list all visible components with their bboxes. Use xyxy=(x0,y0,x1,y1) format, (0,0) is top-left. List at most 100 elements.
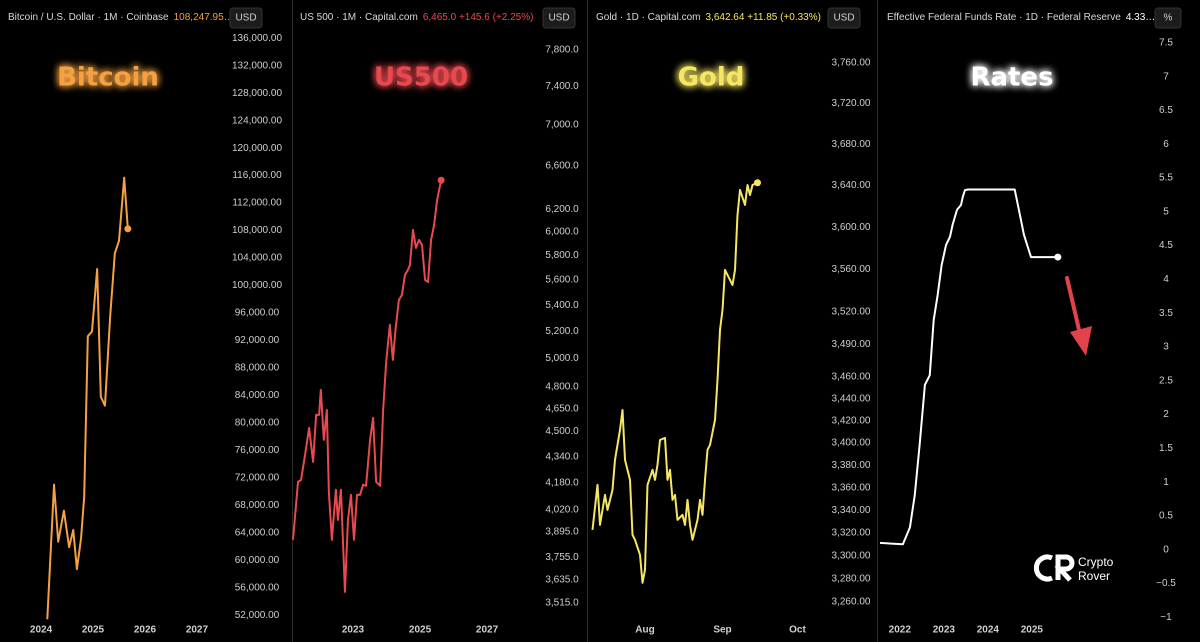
y-tick-label: 3,895.0 xyxy=(545,526,579,537)
x-tick-label: 2024 xyxy=(977,625,1000,636)
y-tick-label: 3,755.0 xyxy=(545,552,579,563)
x-tick-label: 2025 xyxy=(1021,625,1044,636)
panel-title: Bitcoin xyxy=(57,63,159,93)
y-tick-label: 4 xyxy=(1163,274,1169,285)
y-tick-label: 68,000.00 xyxy=(235,500,280,511)
y-tick-label: 5 xyxy=(1163,206,1169,217)
unit-label: USD xyxy=(235,13,256,24)
unit-button[interactable] xyxy=(827,7,861,29)
y-tick-label: 5,000.0 xyxy=(545,353,579,364)
source-label: Effective Federal Funds Rate · 1D · Fede… xyxy=(887,12,1121,23)
last-point xyxy=(754,179,761,187)
y-tick-label: 132,000.00 xyxy=(232,60,282,71)
y-tick-label: 88,000.00 xyxy=(235,363,280,374)
y-tick-label: 3,720.00 xyxy=(832,98,871,109)
y-tick-label: 0.5 xyxy=(1159,511,1173,522)
y-tick-label: 4,800.0 xyxy=(545,381,579,392)
y-tick-label: 64,000.00 xyxy=(235,527,280,538)
y-tick-label: 3.5 xyxy=(1159,308,1173,319)
y-tick-label: 108,000.00 xyxy=(232,225,282,236)
y-tick-label: 3,420.00 xyxy=(832,416,871,427)
y-tick-label: 3,760.00 xyxy=(832,58,871,69)
y-tick-label: 76,000.00 xyxy=(235,445,280,456)
unit-button[interactable] xyxy=(229,7,263,29)
x-tick-label: 2022 xyxy=(889,625,912,636)
y-tick-label: 100,000.00 xyxy=(232,280,282,291)
y-tick-label: 3,440.00 xyxy=(832,393,871,404)
y-tick-label: 72,000.00 xyxy=(235,472,280,483)
x-tick-label: 2024 xyxy=(30,625,53,636)
x-tick-label: Aug xyxy=(635,625,654,636)
y-tick-label: 3,490.00 xyxy=(832,339,871,350)
y-tick-label: 3 xyxy=(1163,342,1169,353)
data-line xyxy=(879,188,1058,546)
x-tick-label: 2023 xyxy=(342,625,365,636)
y-tick-label: 3,340.00 xyxy=(832,505,871,516)
y-tick-label: 128,000.00 xyxy=(232,88,282,99)
y-tick-label: 6 xyxy=(1163,139,1169,150)
y-tick-label: 1.5 xyxy=(1159,443,1173,454)
y-tick-label: 3,600.00 xyxy=(832,222,871,233)
x-tick-label: 2023 xyxy=(933,625,956,636)
unit-label: % xyxy=(1164,13,1173,24)
y-tick-label: 2 xyxy=(1163,409,1169,420)
unit-label: USD xyxy=(833,13,854,24)
panel-header: US 500 · 1M · Capital.com 6,465.0 +145.6 … xyxy=(300,12,533,23)
y-tick-label: 96,000.00 xyxy=(235,308,280,319)
y-tick-label: 136,000.00 xyxy=(232,33,282,44)
y-tick-label: 60,000.00 xyxy=(235,555,280,566)
y-tick-label: 120,000.00 xyxy=(232,143,282,154)
y-tick-label: 7,400.0 xyxy=(545,81,579,92)
y-tick-label: 6,000.0 xyxy=(545,227,579,238)
y-tick-label: −1 xyxy=(1160,612,1172,623)
y-tick-label: 7.5 xyxy=(1159,37,1173,48)
x-tick-label: 2027 xyxy=(476,625,499,636)
y-tick-label: 1 xyxy=(1163,477,1169,488)
y-tick-label: 5,600.0 xyxy=(545,275,579,286)
y-tick-label: 3,300.00 xyxy=(832,550,871,561)
last-point xyxy=(437,176,445,184)
y-tick-label: 4,500.0 xyxy=(545,426,579,437)
x-tick-label: 2025 xyxy=(409,625,432,636)
y-tick-label: 3,280.00 xyxy=(832,573,871,584)
y-tick-label: 3,380.00 xyxy=(832,460,871,471)
panel-title: US500 xyxy=(374,63,468,93)
data-line xyxy=(292,180,443,593)
y-tick-label: 52,000.00 xyxy=(235,610,280,621)
y-tick-label: 5,400.0 xyxy=(545,300,579,311)
last-point xyxy=(124,225,132,233)
price-label: 3,642.64 +11.85 (+0.33%) xyxy=(705,12,820,23)
y-tick-label: 4,340.0 xyxy=(545,451,579,462)
y-tick-label: 3,515.0 xyxy=(545,598,579,609)
panel-header: Gold · 1D · Capital.com 3,642.64 +11.85 (… xyxy=(596,12,821,23)
y-tick-label: 3,360.00 xyxy=(832,482,871,493)
x-tick-label: 2026 xyxy=(134,625,157,636)
y-tick-label: 104,000.00 xyxy=(232,253,282,264)
y-tick-label: 7 xyxy=(1163,71,1169,82)
x-tick-label: Sep xyxy=(713,625,731,636)
y-tick-label: 7,000.0 xyxy=(545,120,579,131)
panel-header: Effective Federal Funds Rate · 1D · Fede… xyxy=(887,12,1155,23)
y-tick-label: 3,260.00 xyxy=(832,596,871,607)
y-tick-label: 116,000.00 xyxy=(232,170,282,181)
unit-button[interactable] xyxy=(1154,7,1182,29)
x-tick-label: 2027 xyxy=(186,625,209,636)
y-tick-label: 4,020.0 xyxy=(545,504,579,515)
y-tick-label: 6,200.0 xyxy=(545,204,579,215)
y-tick-label: 92,000.00 xyxy=(235,335,280,346)
y-tick-label: 4,650.0 xyxy=(545,403,579,414)
price-label: 6,465.0 +145.6 (+2.25%) xyxy=(423,12,534,23)
y-tick-label: 3,400.00 xyxy=(832,438,871,449)
y-tick-label: 6.5 xyxy=(1159,105,1173,116)
panel-title: Rates xyxy=(970,63,1053,93)
unit-button[interactable] xyxy=(542,7,576,29)
y-tick-label: 3,560.00 xyxy=(832,264,871,275)
panel-title: Gold xyxy=(678,63,745,93)
logo-icon xyxy=(1033,554,1075,582)
y-tick-label: −0.5 xyxy=(1156,578,1176,589)
x-tick-label: Oct xyxy=(789,625,806,636)
x-tick-label: 2025 xyxy=(82,625,105,636)
unit-label: USD xyxy=(548,13,569,24)
